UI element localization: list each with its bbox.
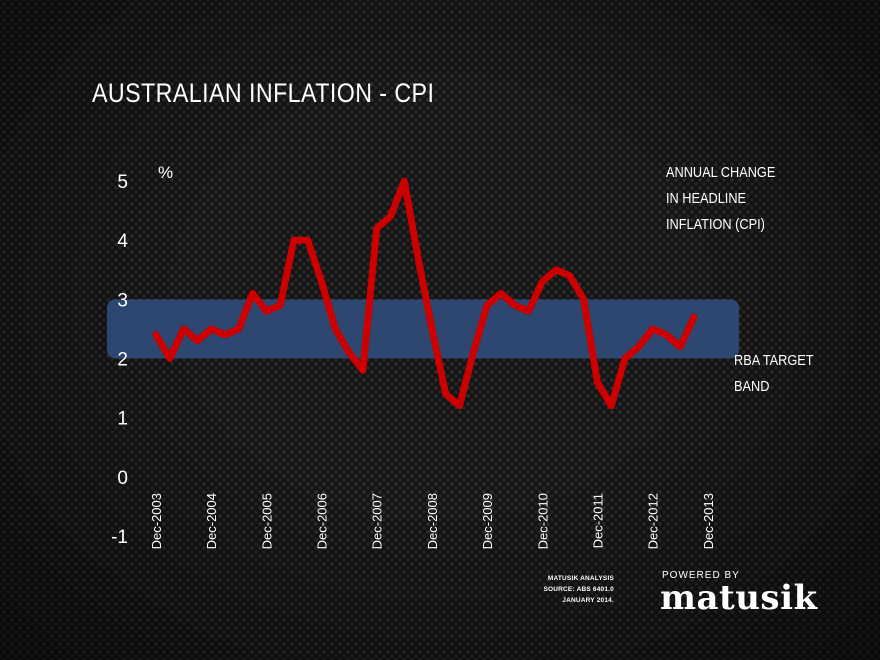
y-tick-label: 0 bbox=[117, 468, 128, 489]
logo-powered-by: POWERED BY bbox=[662, 570, 740, 581]
band-annotation-line: RBA TARGET bbox=[734, 352, 814, 369]
x-tick-label: Dec-2004 bbox=[204, 493, 219, 549]
series-annotation-line: INFLATION (CPI) bbox=[666, 216, 765, 233]
series-annotation-line: ANNUAL CHANGE bbox=[666, 164, 776, 181]
series-annotation-line: IN HEADLINE bbox=[666, 190, 747, 207]
y-tick-label: 3 bbox=[117, 290, 128, 311]
y-tick-label: -1 bbox=[111, 527, 128, 548]
logo-wordmark: matusik bbox=[660, 578, 818, 618]
source-note: MATUSIK ANALYSIS SOURCE: ABS 6401.0 JANU… bbox=[530, 573, 614, 606]
y-tick-label: 2 bbox=[117, 350, 128, 371]
x-tick-label: Dec-2003 bbox=[149, 493, 164, 549]
y-tick-label: 4 bbox=[117, 231, 128, 252]
x-tick-label: Dec-2010 bbox=[535, 493, 550, 549]
series-annotation: ANNUAL CHANGE IN HEADLINE INFLATION (CPI… bbox=[666, 160, 775, 238]
x-tick-label: Dec-2009 bbox=[480, 493, 495, 549]
source-line: JANUARY 2014. bbox=[562, 597, 614, 604]
x-tick-label: Dec-2011 bbox=[590, 493, 605, 548]
x-tick-label: Dec-2008 bbox=[425, 493, 440, 549]
x-tick-label: Dec-2005 bbox=[259, 493, 274, 549]
x-tick-label: Dec-2006 bbox=[315, 493, 330, 549]
rba-target-band bbox=[107, 299, 739, 359]
x-tick-label: Dec-2007 bbox=[370, 493, 385, 549]
chart-title: AUSTRALIAN INFLATION - CPI bbox=[92, 78, 435, 108]
y-tick-label: 1 bbox=[117, 409, 128, 430]
y-tick-label: 5 bbox=[117, 172, 128, 193]
cpi-series-line bbox=[152, 177, 698, 410]
x-tick-label: Dec-2013 bbox=[701, 493, 716, 549]
x-tick-label: Dec-2012 bbox=[646, 493, 661, 549]
band-annotation-line: BAND bbox=[734, 378, 770, 395]
source-line: MATUSIK ANALYSIS bbox=[547, 575, 614, 582]
source-line: SOURCE: ABS 6401.0 bbox=[543, 586, 614, 593]
matusik-logo: POWERED BY matusik bbox=[660, 570, 818, 615]
y-axis-unit-label: % bbox=[158, 163, 173, 182]
band-annotation: RBA TARGET BAND bbox=[734, 348, 814, 400]
